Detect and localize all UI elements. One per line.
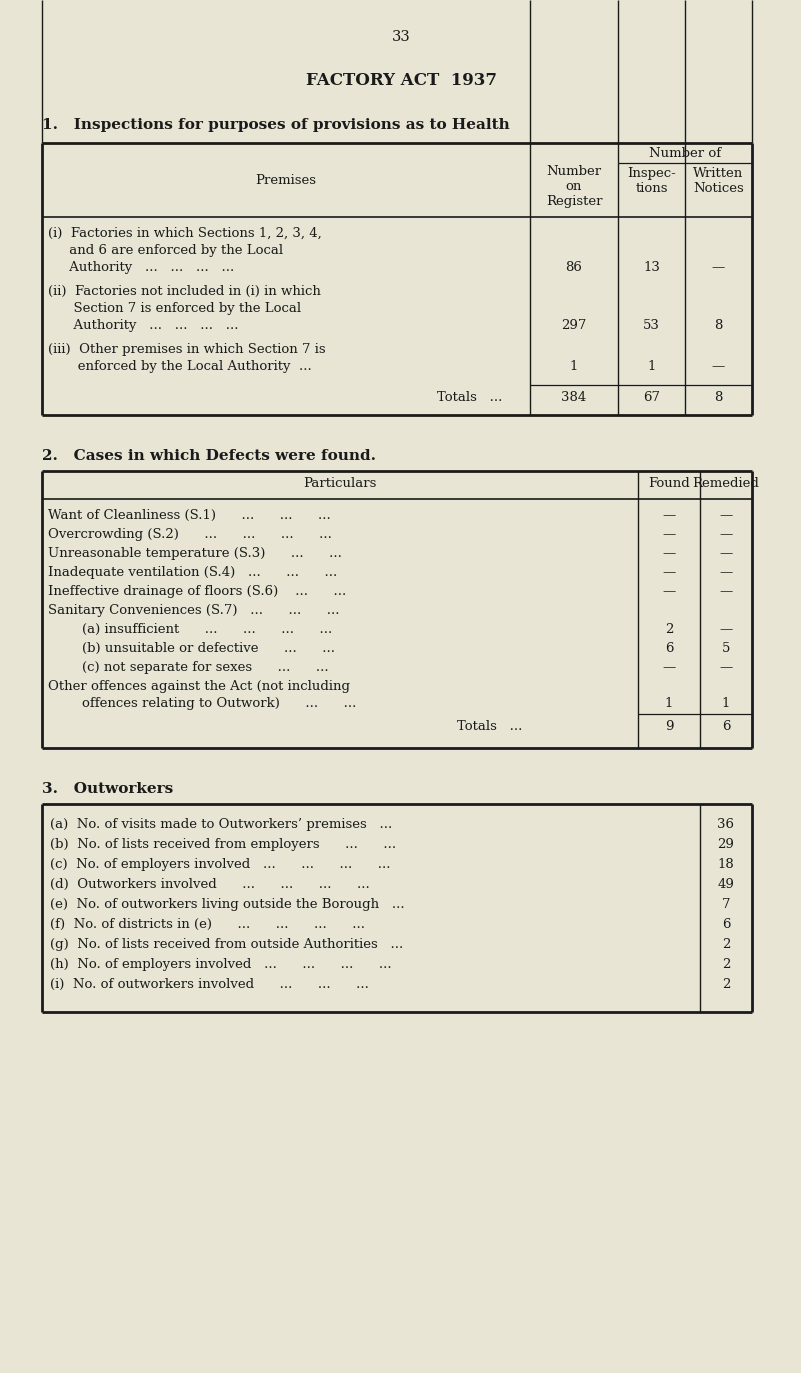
Text: Number of: Number of <box>649 147 721 161</box>
Text: —: — <box>719 585 733 599</box>
Text: 297: 297 <box>562 319 586 332</box>
Text: Totals   ...: Totals ... <box>457 719 523 733</box>
Text: 1.   Inspections for purposes of provisions as to Health: 1. Inspections for purposes of provision… <box>42 118 509 132</box>
Text: 86: 86 <box>566 261 582 275</box>
Text: —: — <box>662 566 675 579</box>
Text: 18: 18 <box>718 858 735 870</box>
Text: (a)  No. of visits made to Outworkers’ premises   ...: (a) No. of visits made to Outworkers’ pr… <box>50 818 392 831</box>
Text: —: — <box>662 509 675 522</box>
Text: (iii)  Other premises in which Section 7 is: (iii) Other premises in which Section 7 … <box>48 343 326 356</box>
Text: (c) not separate for sexes      ...      ...: (c) not separate for sexes ... ... <box>48 660 328 674</box>
Text: (a) insufficient      ...      ...      ...      ...: (a) insufficient ... ... ... ... <box>48 623 332 636</box>
Text: 2.   Cases in which Defects were found.: 2. Cases in which Defects were found. <box>42 449 376 463</box>
Text: Authority   ...   ...   ...   ...: Authority ... ... ... ... <box>48 319 239 332</box>
Text: 13: 13 <box>643 261 660 275</box>
Text: 6: 6 <box>722 919 731 931</box>
Text: (d)  Outworkers involved      ...      ...      ...      ...: (d) Outworkers involved ... ... ... ... <box>50 877 370 891</box>
Text: —: — <box>662 660 675 674</box>
Text: 49: 49 <box>718 877 735 891</box>
Text: Overcrowding (S.2)      ...      ...      ...      ...: Overcrowding (S.2) ... ... ... ... <box>48 529 332 541</box>
Text: —: — <box>719 566 733 579</box>
Text: 7: 7 <box>722 898 731 912</box>
Text: Ineffective drainage of floors (S.6)    ...      ...: Ineffective drainage of floors (S.6) ...… <box>48 585 346 599</box>
Text: Authority   ...   ...   ...   ...: Authority ... ... ... ... <box>48 261 234 275</box>
Text: 67: 67 <box>643 391 660 404</box>
Text: offences relating to Outwork)      ...      ...: offences relating to Outwork) ... ... <box>48 697 356 710</box>
Text: 33: 33 <box>392 30 410 44</box>
Text: 3.   Outworkers: 3. Outworkers <box>42 783 173 796</box>
Text: 36: 36 <box>718 818 735 831</box>
Text: —: — <box>719 623 733 636</box>
Text: FACTORY ACT  1937: FACTORY ACT 1937 <box>305 71 497 89</box>
Text: Unreasonable temperature (S.3)      ...      ...: Unreasonable temperature (S.3) ... ... <box>48 546 342 560</box>
Text: and 6 are enforced by the Local: and 6 are enforced by the Local <box>48 244 283 257</box>
Text: Other offences against the Act (not including: Other offences against the Act (not incl… <box>48 680 350 693</box>
Text: 29: 29 <box>718 838 735 851</box>
Text: (g)  No. of lists received from outside Authorities   ...: (g) No. of lists received from outside A… <box>50 938 403 951</box>
Text: 1: 1 <box>665 697 673 710</box>
Text: Sanitary Conveniences (S.7)   ...      ...      ...: Sanitary Conveniences (S.7) ... ... ... <box>48 604 340 616</box>
Text: Found: Found <box>648 476 690 490</box>
Text: 8: 8 <box>714 391 723 404</box>
Text: 2: 2 <box>722 958 731 971</box>
Text: (i)  Factories in which Sections 1, 2, 3, 4,: (i) Factories in which Sections 1, 2, 3,… <box>48 227 322 240</box>
Text: —: — <box>719 546 733 560</box>
Text: Remedied: Remedied <box>693 476 759 490</box>
Text: —: — <box>712 360 725 373</box>
Text: 2: 2 <box>722 978 731 991</box>
Text: Section 7 is enforced by the Local: Section 7 is enforced by the Local <box>48 302 301 314</box>
Text: —: — <box>662 546 675 560</box>
Text: 9: 9 <box>665 719 674 733</box>
Text: —: — <box>662 585 675 599</box>
Text: 6: 6 <box>665 643 674 655</box>
Text: 5: 5 <box>722 643 731 655</box>
Text: Number
on
Register: Number on Register <box>545 165 602 207</box>
Text: —: — <box>719 529 733 541</box>
Text: 53: 53 <box>643 319 660 332</box>
Text: Premises: Premises <box>256 173 316 187</box>
Text: Particulars: Particulars <box>304 476 376 490</box>
Text: —: — <box>719 509 733 522</box>
Text: Written
Notices: Written Notices <box>693 168 744 195</box>
Text: (f)  No. of districts in (e)      ...      ...      ...      ...: (f) No. of districts in (e) ... ... ... … <box>50 919 365 931</box>
Text: 1: 1 <box>722 697 731 710</box>
Text: —: — <box>719 660 733 674</box>
Text: enforced by the Local Authority  ...: enforced by the Local Authority ... <box>48 360 312 373</box>
Text: 6: 6 <box>722 719 731 733</box>
Text: (b) unsuitable or defective      ...      ...: (b) unsuitable or defective ... ... <box>48 643 335 655</box>
Text: —: — <box>662 529 675 541</box>
Text: Totals   ...: Totals ... <box>437 391 503 404</box>
Text: 1: 1 <box>570 360 578 373</box>
Text: 2: 2 <box>665 623 673 636</box>
Text: (i)  No. of outworkers involved      ...      ...      ...: (i) No. of outworkers involved ... ... .… <box>50 978 369 991</box>
Text: 2: 2 <box>722 938 731 951</box>
Text: (b)  No. of lists received from employers      ...      ...: (b) No. of lists received from employers… <box>50 838 396 851</box>
Text: 384: 384 <box>562 391 586 404</box>
Text: —: — <box>712 261 725 275</box>
Text: (e)  No. of outworkers living outside the Borough   ...: (e) No. of outworkers living outside the… <box>50 898 405 912</box>
Text: (c)  No. of employers involved   ...      ...      ...      ...: (c) No. of employers involved ... ... ..… <box>50 858 391 870</box>
Text: Inspec-
tions: Inspec- tions <box>627 168 676 195</box>
Text: Want of Cleanliness (S.1)      ...      ...      ...: Want of Cleanliness (S.1) ... ... ... <box>48 509 331 522</box>
Text: 8: 8 <box>714 319 723 332</box>
Text: (h)  No. of employers involved   ...      ...      ...      ...: (h) No. of employers involved ... ... ..… <box>50 958 392 971</box>
Text: Inadequate ventilation (S.4)   ...      ...      ...: Inadequate ventilation (S.4) ... ... ... <box>48 566 337 579</box>
Text: (ii)  Factories not included in (i) in which: (ii) Factories not included in (i) in wh… <box>48 286 321 298</box>
Text: 1: 1 <box>647 360 656 373</box>
